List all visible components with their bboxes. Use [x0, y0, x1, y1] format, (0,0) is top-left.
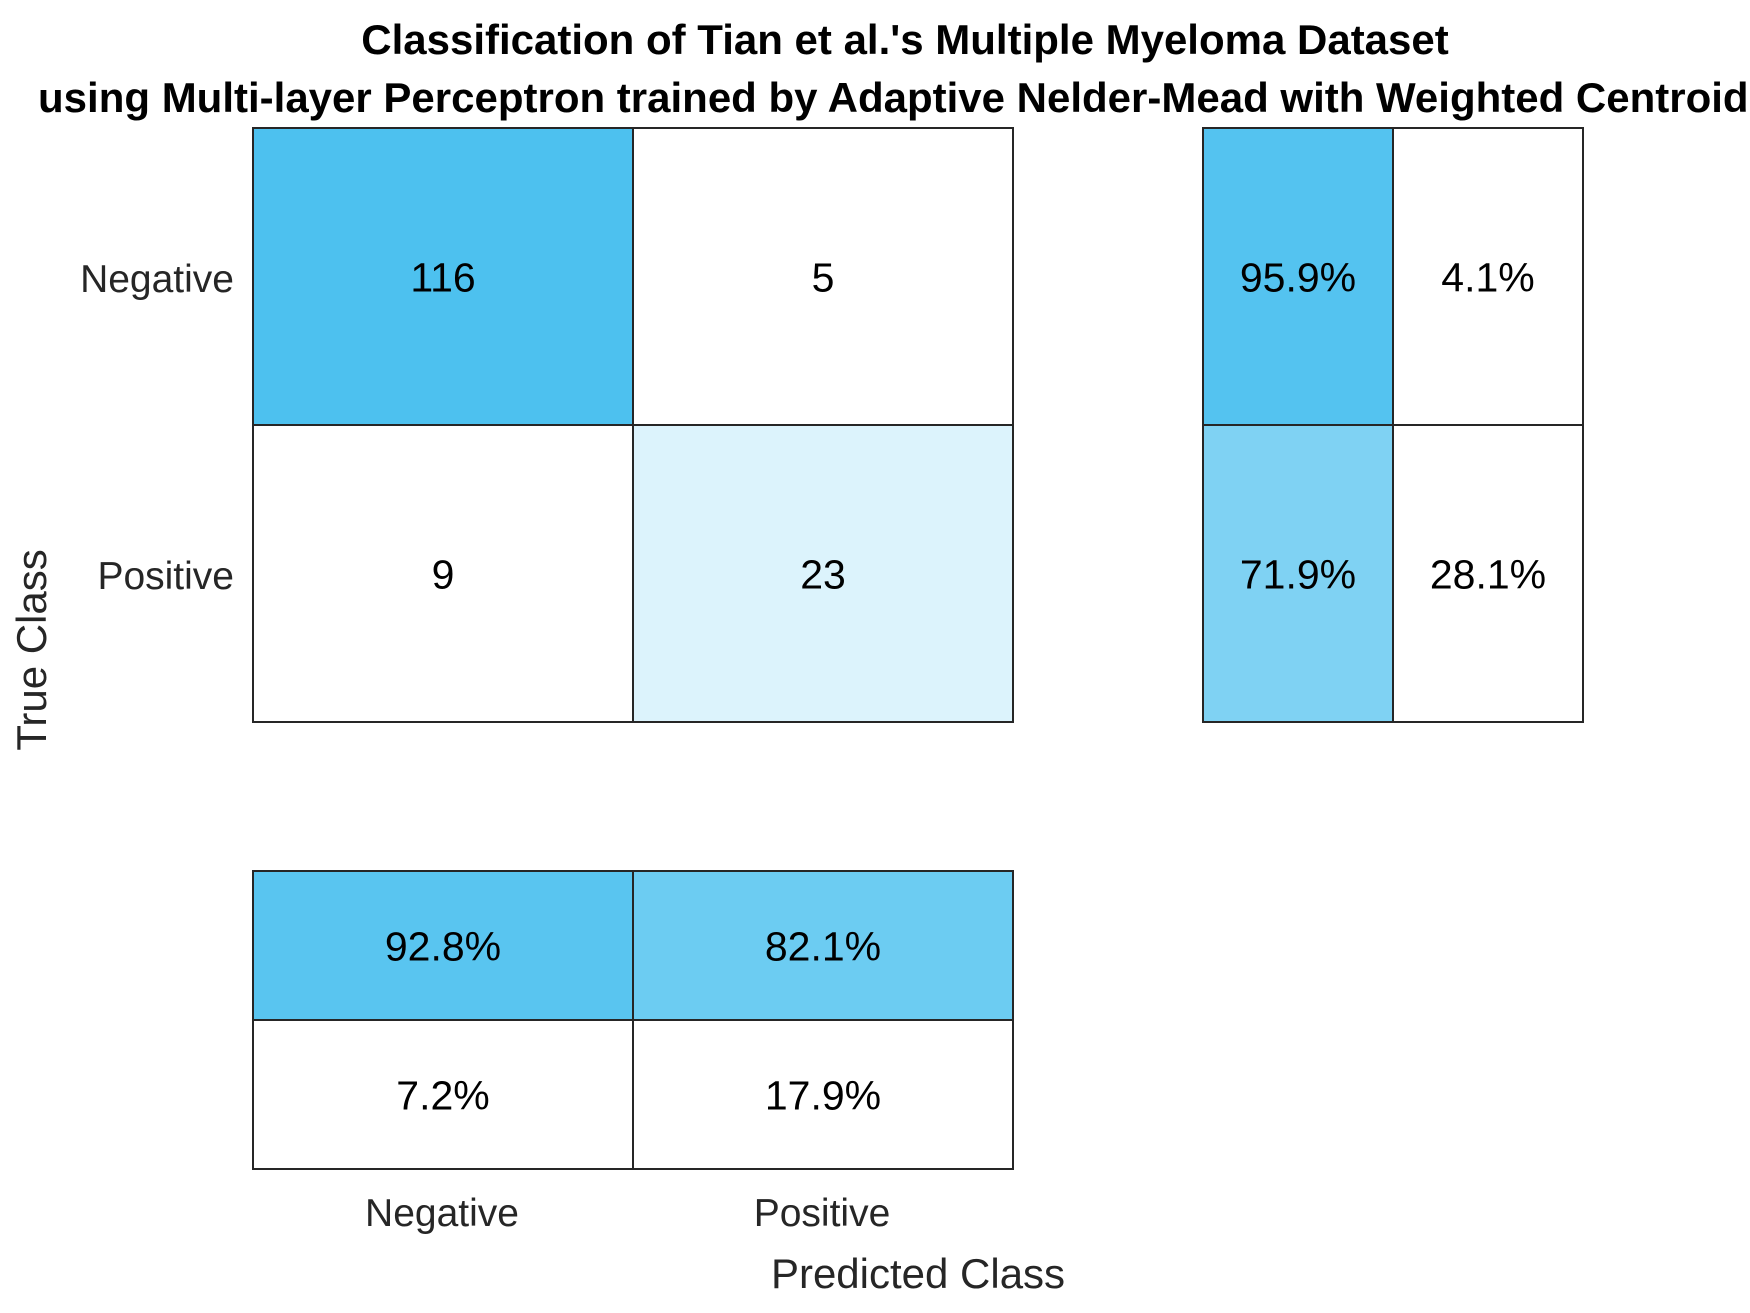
y-tick-label-positive: Positive [97, 555, 234, 598]
column-summary-cell-negative-correct-label: 92.8% [385, 924, 501, 970]
x-axis-label: Predicted Class [771, 1250, 1065, 1297]
y-tick-label-negative: Negative [80, 258, 234, 301]
row-summary-cell-negative-correct [1202, 127, 1394, 426]
matrix-cell-positive-negative [252, 424, 634, 723]
row-summary-cell-negative-incorrect [1392, 127, 1584, 426]
row-summary-cell-positive-incorrect [1392, 424, 1584, 723]
column-summary-cell-positive-incorrect-label: 17.9% [765, 1073, 881, 1119]
x-tick-label-negative: Negative [365, 1192, 519, 1235]
row-summary-cell-positive-correct [1202, 424, 1394, 723]
row-summary-cell-negative-correct-label: 95.9% [1240, 255, 1356, 301]
row-summary-cell-positive-incorrect-label: 28.1% [1430, 552, 1546, 598]
matrix-cell-positive-negative-label: 9 [432, 552, 455, 598]
matrix-cell-positive-positive-label: 23 [800, 552, 846, 598]
y-axis-label: True Class [8, 549, 55, 751]
matrix-cell-negative-positive [632, 127, 1014, 426]
x-tick-label-positive: Positive [754, 1192, 891, 1235]
matrix-cell-negative-negative [252, 127, 634, 426]
confusion-matrix: 116 5 9 23 [252, 127, 1014, 723]
column-summary-cell-positive-correct-label: 82.1% [765, 924, 881, 970]
column-summary-cell-positive-correct [632, 870, 1014, 1021]
column-summary-cell-negative-incorrect-label: 7.2% [396, 1073, 489, 1119]
chart-subtitle: using Multi-layer Perceptron trained by … [38, 74, 1750, 121]
matrix-cell-positive-positive [632, 424, 1014, 723]
row-summary-cell-negative-incorrect-label: 4.1% [1441, 255, 1534, 301]
row-summary-cell-positive-correct-label: 71.9% [1240, 552, 1356, 598]
column-summary-matrix: 92.8% 82.1% 7.2% 17.9% [252, 870, 1014, 1170]
row-summary-matrix: 95.9% 4.1% 71.9% 28.1% [1202, 127, 1584, 723]
matrix-cell-negative-negative-label: 116 [410, 255, 475, 301]
matrix-cell-negative-positive-label: 5 [812, 255, 835, 301]
chart-title: Classification of Tian et al.'s Multiple… [361, 16, 1449, 63]
column-summary-cell-positive-incorrect [632, 1019, 1014, 1170]
